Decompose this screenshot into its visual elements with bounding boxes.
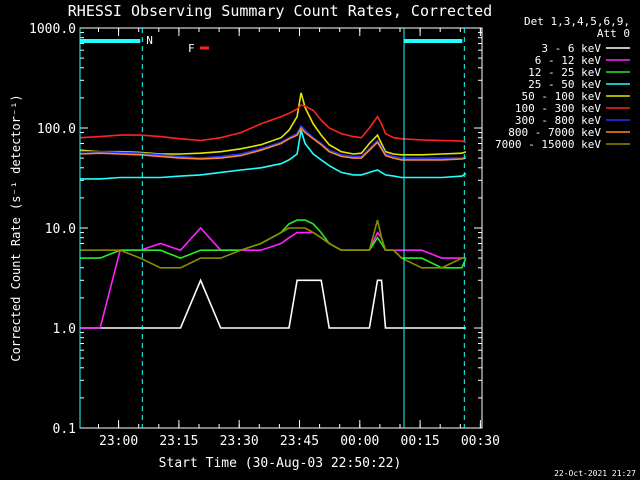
series-line-300-800-kev [80, 124, 467, 159]
annotation-layer: NF [79, 28, 465, 428]
legend-label: 6 - 12 keV [535, 54, 602, 67]
footer-date: 22-Oct-2021 21:27 [554, 469, 636, 478]
x-axis-title: Start Time (30-Aug-03 22:50:22) [159, 456, 402, 471]
series-line-100-300-kev [79, 104, 467, 144]
saa-flag-label: F [188, 42, 195, 55]
x-tick-label: 00:15 [401, 434, 440, 449]
legend-header: Det 1,3,4,5,6,9, [524, 15, 630, 28]
legend-label: 7000 - 15000 keV [495, 138, 601, 151]
legend-label: 50 - 100 keV [522, 90, 602, 103]
chart-title: RHESSI Observing Summary Count Rates, Co… [68, 2, 492, 20]
legend-label: 800 - 7000 keV [508, 126, 601, 139]
y-axis-title: Corrected Count Rate (s⁻¹ detector⁻¹) [9, 94, 23, 361]
legend-label: 300 - 800 keV [515, 114, 601, 127]
x-tick-label: 00:30 [461, 434, 500, 449]
series-line-25-50-kev [80, 129, 467, 180]
series-line-800-7000-kev [79, 126, 467, 161]
x-tick-label: 23:15 [159, 434, 198, 449]
y-tick-label: 0.1 [53, 422, 76, 437]
x-tick-label: 23:45 [280, 434, 319, 449]
legend-label: 12 - 25 keV [528, 66, 601, 79]
series-layer [79, 92, 467, 329]
y-tick-label: 10.0 [45, 222, 76, 237]
series-line-50-100-kev [79, 92, 467, 156]
legend-label: 100 - 300 keV [515, 102, 601, 115]
legend-label: 3 - 6 keV [541, 42, 601, 55]
night-flag-label: N [146, 34, 153, 47]
x-tick-label: 23:30 [220, 434, 259, 449]
y-tick-label: 1000.0 [29, 22, 76, 37]
legend-header: Att 0 [597, 27, 630, 40]
x-tick-label: 23:00 [99, 434, 138, 449]
x-tick-label: 00:00 [340, 434, 379, 449]
y-tick-label: 100.0 [37, 122, 76, 137]
y-tick-label: 1.0 [53, 322, 76, 337]
series-line-3-6-kev [80, 278, 466, 329]
series-line-7000-15000-kev [80, 219, 466, 269]
legend-label: 25 - 50 keV [528, 78, 601, 91]
